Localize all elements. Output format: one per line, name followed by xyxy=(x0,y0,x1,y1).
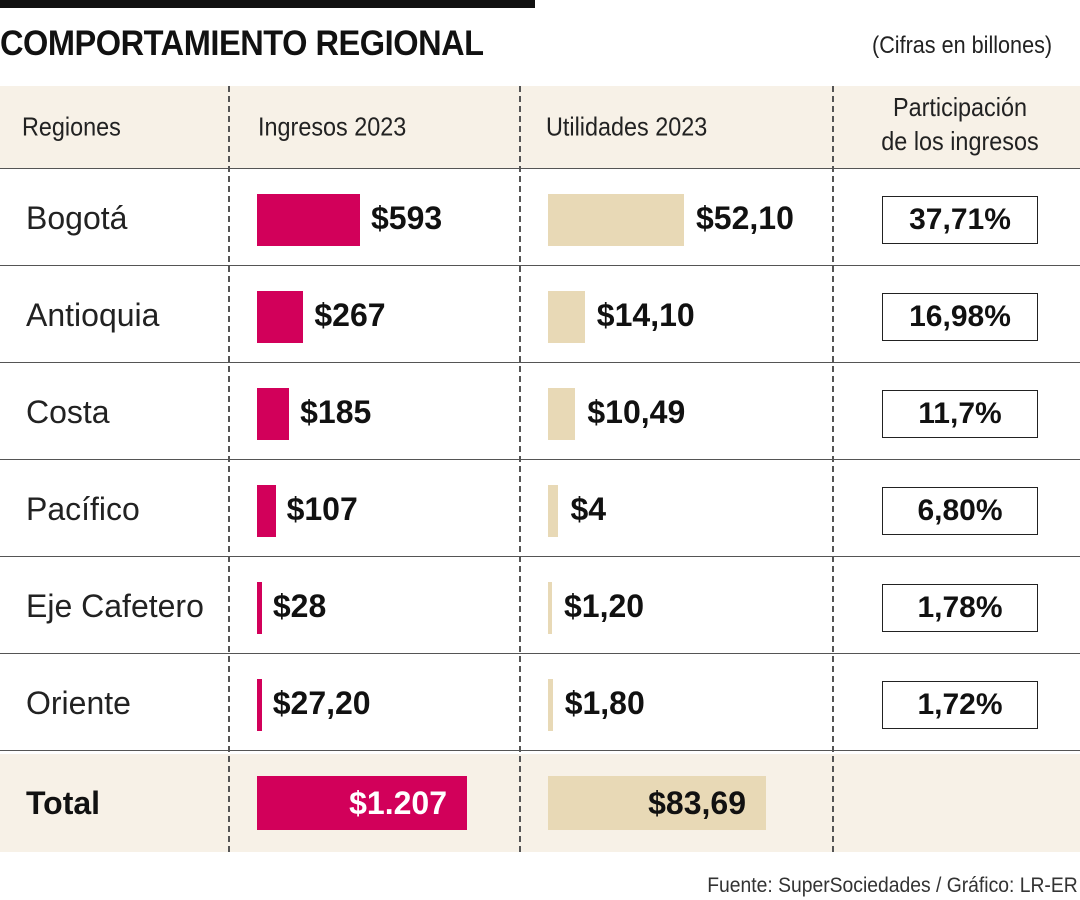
utilidades-bar xyxy=(548,388,576,440)
table-row: Costa $185 $10,49 11,7% xyxy=(0,364,1080,461)
utilidades-value: $52,10 xyxy=(696,200,794,236)
ingresos-bar xyxy=(257,388,290,440)
utilidades-bar xyxy=(548,194,684,246)
ingresos-value: $185 xyxy=(300,394,372,430)
chart-title: COMPORTAMIENTO REGIONAL xyxy=(0,24,484,63)
header-ingresos: Ingresos 2023 xyxy=(258,111,407,142)
table-row: Eje Cafetero $28 $1,20 1,78% xyxy=(0,558,1080,655)
ingresos-value: $107 xyxy=(286,491,358,527)
region-label: Costa xyxy=(26,394,110,430)
header-utilidades: Utilidades 2023 xyxy=(546,111,708,142)
table-row: Bogotá $593 $52,10 37,71% xyxy=(0,170,1080,267)
region-label: Eje Cafetero xyxy=(26,588,204,624)
column-divider xyxy=(519,86,521,852)
table-row: Antioquia $267 $14,10 16,98% xyxy=(0,267,1080,364)
row-separator xyxy=(0,459,1080,460)
region-label: Oriente xyxy=(26,685,131,721)
header-participacion-line1: Participación xyxy=(893,92,1027,122)
row-separator xyxy=(0,168,1080,169)
region-label: Antioquia xyxy=(26,297,160,333)
ingresos-bar xyxy=(257,582,262,634)
total-label: Total xyxy=(26,785,101,821)
participacion-box: 37,71% xyxy=(882,196,1038,244)
table-row: Oriente $27,20 $1,80 1,72% xyxy=(0,655,1080,752)
region-label: Pacífico xyxy=(26,491,140,527)
row-separator xyxy=(0,750,1080,751)
total-utilidades-bar: $83,69 xyxy=(548,776,766,830)
utilidades-value: $4 xyxy=(570,491,607,527)
ingresos-bar xyxy=(257,679,262,731)
top-rule xyxy=(0,0,535,8)
total-band xyxy=(0,754,1080,852)
participacion-box: 1,72% xyxy=(882,681,1038,729)
header-participacion-line2: de los ingresos xyxy=(881,126,1039,156)
header-regiones: Regiones xyxy=(22,111,121,142)
utilidades-value: $1,20 xyxy=(564,588,645,624)
header-participacion: Participación de los ingresos xyxy=(870,90,1050,158)
ingresos-value: $27,20 xyxy=(272,685,371,721)
table-row: Pacífico $107 $4 6,80% xyxy=(0,461,1080,558)
ingresos-value: $593 xyxy=(371,200,443,236)
utilidades-bar xyxy=(548,485,559,537)
row-separator xyxy=(0,653,1080,654)
source-note: Fuente: SuperSociedades / Gráfico: LR-ER xyxy=(707,874,1078,897)
column-divider xyxy=(228,86,230,852)
ingresos-value: $28 xyxy=(272,588,327,624)
total-ingresos-bar: $1.207 xyxy=(257,776,467,830)
participacion-box: 1,78% xyxy=(882,584,1038,632)
header-band xyxy=(0,86,1080,168)
column-divider xyxy=(832,86,834,852)
participacion-box: 6,80% xyxy=(882,487,1038,535)
units-note: (Cifras en billones) xyxy=(871,32,1052,59)
region-label: Bogotá xyxy=(26,200,128,236)
ingresos-bar xyxy=(257,291,304,343)
utilidades-bar xyxy=(548,291,585,343)
ingresos-value: $267 xyxy=(314,297,386,333)
participacion-box: 16,98% xyxy=(882,293,1038,341)
utilidades-value: $10,49 xyxy=(587,394,686,430)
row-separator xyxy=(0,362,1080,363)
ingresos-bar xyxy=(257,485,276,537)
ingresos-bar xyxy=(257,194,360,246)
row-separator xyxy=(0,265,1080,266)
participacion-box: 11,7% xyxy=(882,390,1038,438)
utilidades-bar xyxy=(548,582,552,634)
row-separator xyxy=(0,556,1080,557)
utilidades-value: $1,80 xyxy=(564,685,645,721)
utilidades-value: $14,10 xyxy=(596,297,695,333)
utilidades-bar xyxy=(548,679,553,731)
